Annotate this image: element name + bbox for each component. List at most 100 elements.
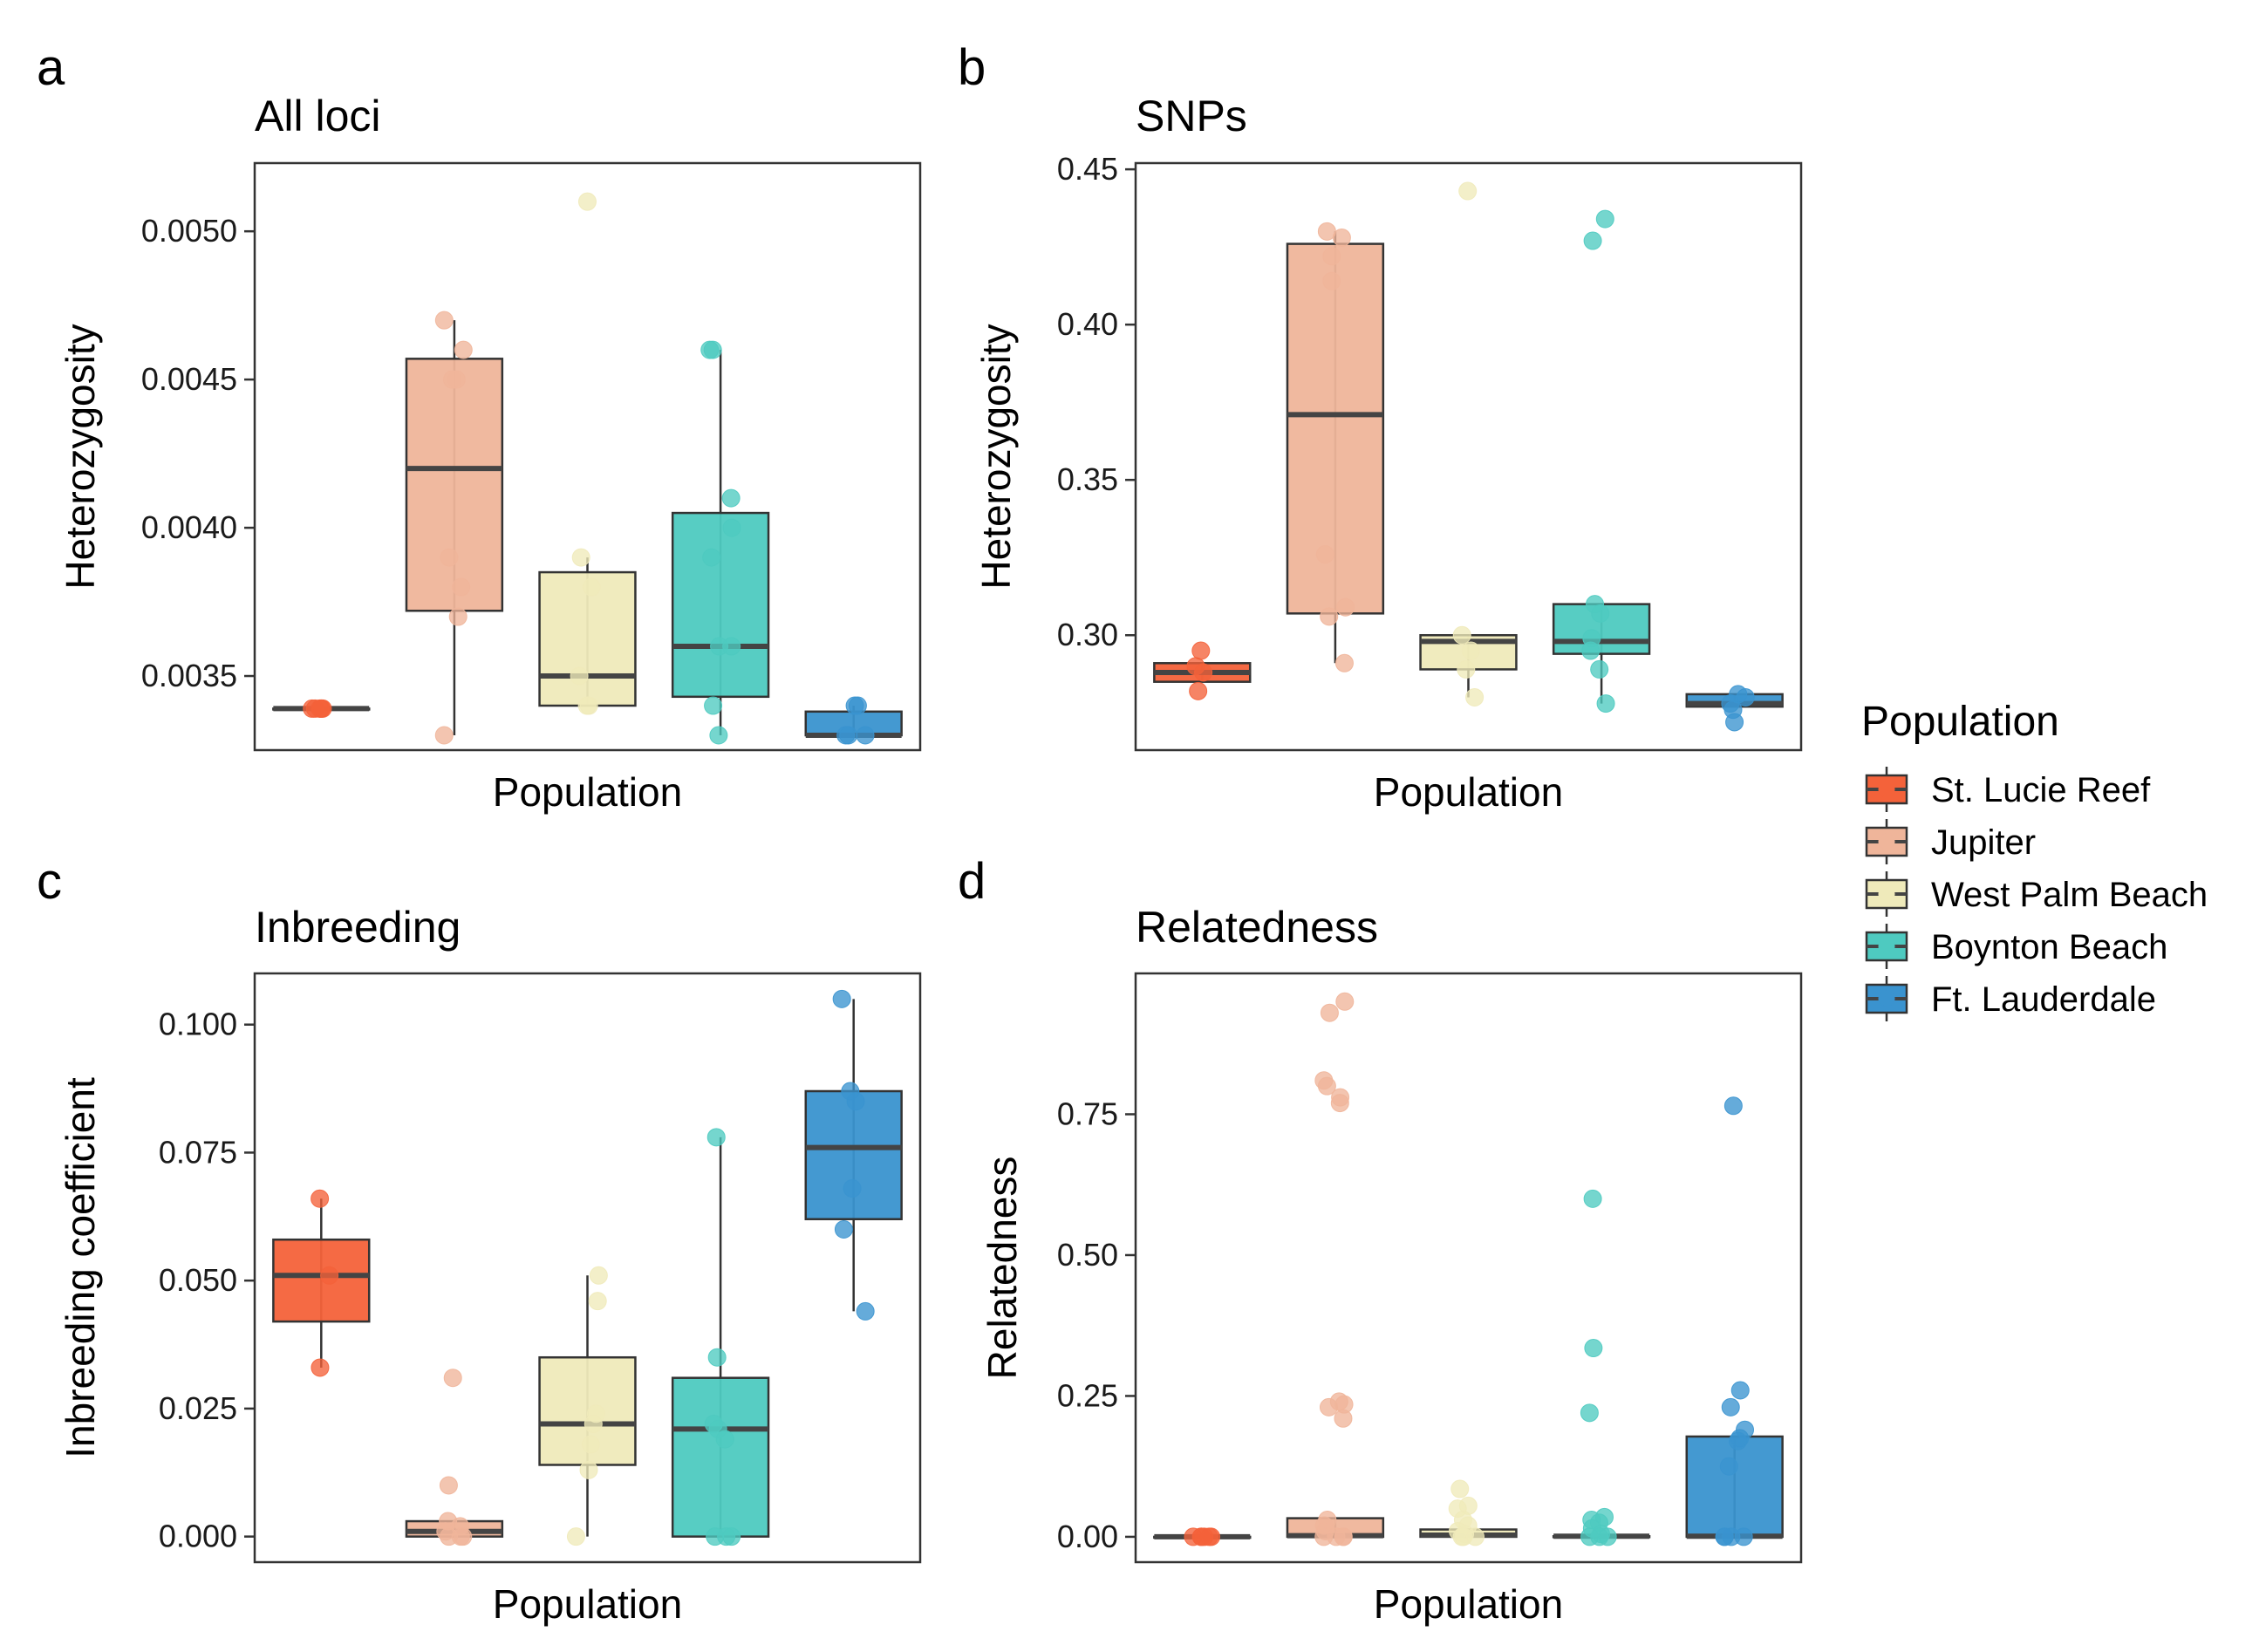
data-point — [704, 696, 723, 715]
data-point — [706, 1128, 726, 1147]
y-tick-label: 0.75 — [1057, 1096, 1118, 1131]
y-axis-title: Heterozygosity — [58, 324, 103, 589]
data-point — [1191, 641, 1211, 660]
data-point — [722, 637, 741, 656]
data-point — [454, 1527, 473, 1546]
y-tick-label: 0.050 — [159, 1262, 237, 1298]
data-point — [1465, 1527, 1485, 1546]
panel-title: All loci — [255, 92, 380, 140]
data-point — [707, 1348, 727, 1367]
data-point — [443, 1369, 462, 1388]
data-point — [1319, 1397, 1338, 1416]
legend-label: Jupiter — [1931, 823, 2036, 862]
data-point — [1591, 604, 1610, 623]
data-point — [1189, 681, 1208, 700]
data-point — [320, 1266, 339, 1285]
data-point — [832, 989, 851, 1008]
data-point — [439, 1476, 458, 1495]
data-point — [589, 1266, 608, 1285]
data-point — [722, 518, 741, 537]
box-boynton-beach — [1552, 209, 1651, 713]
panel-b: b SNPs 0.30 0.35 0.40 0.45 Population Heterozyg… — [958, 39, 1803, 815]
box-jupiter — [1286, 992, 1385, 1546]
box-west-palm-beach — [1419, 1479, 1518, 1546]
y-tick-label: 0.25 — [1057, 1377, 1118, 1413]
plot-frame — [1134, 161, 1803, 752]
data-point — [434, 726, 454, 745]
legend-title: Population — [1861, 699, 2059, 745]
data-point — [1465, 687, 1485, 707]
data-point — [700, 340, 720, 359]
legend-entry: West Palm Beach — [1865, 871, 2208, 917]
data-point — [1335, 992, 1355, 1011]
data-point — [1583, 1189, 1602, 1208]
legend-entry: Boynton Beach — [1865, 924, 2167, 969]
panel-letter: b — [958, 39, 986, 96]
data-point — [1721, 1397, 1740, 1416]
data-point — [577, 696, 597, 715]
data-point — [843, 1179, 862, 1198]
data-point — [311, 1189, 330, 1208]
data-point — [1719, 1457, 1738, 1476]
data-point — [846, 1092, 865, 1111]
data-point — [1332, 228, 1351, 247]
box-ft-lauderdale — [804, 696, 903, 745]
legend: Population St. Lucie Reef Jupiter West Palm… — [1861, 699, 2208, 1021]
data-point — [311, 699, 331, 718]
legend-entry: Jupiter — [1865, 819, 2036, 864]
y-tick-label: 0.35 — [1057, 461, 1118, 497]
panel-c: c Inbreeding 0.000 0.025 0.050 0.075 0.100 Popu… — [37, 853, 922, 1627]
data-point — [1330, 1094, 1349, 1113]
panel-letter: d — [958, 853, 986, 910]
y-tick-label: 0.45 — [1057, 151, 1118, 187]
data-point — [1458, 181, 1478, 201]
data-point — [1580, 1527, 1600, 1546]
box-st-lucie-reef — [272, 1189, 371, 1377]
y-tick-label: 0.40 — [1057, 306, 1118, 342]
data-point — [1194, 663, 1213, 682]
data-point — [440, 548, 459, 567]
data-point — [856, 726, 875, 745]
legend-label: Boynton Beach — [1931, 928, 2167, 966]
box-boynton-beach — [1552, 1189, 1651, 1546]
box-jupiter — [1286, 222, 1385, 672]
box-body — [1286, 242, 1385, 615]
y-axis-title: Inbreeding coefficient — [58, 1077, 103, 1458]
y-tick-label: 0.100 — [159, 1007, 237, 1042]
panel-letter: a — [37, 39, 65, 96]
y-tick-label: 0.0050 — [141, 213, 237, 249]
data-point — [582, 577, 601, 597]
data-point — [722, 1527, 741, 1546]
data-point — [1320, 607, 1339, 626]
data-point — [1334, 1409, 1353, 1428]
data-point — [834, 1219, 853, 1239]
box-ft-lauderdale — [804, 989, 903, 1321]
data-point — [442, 370, 461, 389]
data-point — [1450, 1479, 1470, 1498]
data-point — [702, 548, 721, 567]
box-west-palm-beach — [538, 1266, 637, 1546]
data-point — [566, 1527, 585, 1546]
data-point — [1729, 1431, 1748, 1451]
data-point — [1199, 1527, 1218, 1546]
data-point — [715, 1430, 734, 1449]
legend-label: St. Lucie Reef — [1931, 771, 2151, 809]
data-point — [588, 1292, 607, 1311]
data-point — [1730, 1381, 1750, 1400]
data-point — [1315, 545, 1334, 564]
data-point — [1598, 1527, 1617, 1546]
plot-frame — [1134, 972, 1803, 1564]
data-point — [706, 1527, 725, 1546]
panel-title: Relatedness — [1136, 903, 1378, 952]
data-point — [1317, 1076, 1336, 1096]
data-point — [1320, 1003, 1339, 1022]
panel-a: a All loci 0.0035 0.0040 0.0045 0.0050 Populat… — [37, 39, 922, 815]
box-west-palm-beach — [538, 192, 637, 715]
data-point — [1184, 1527, 1203, 1546]
box-ft-lauderdale — [1685, 685, 1784, 732]
data-point — [1590, 659, 1609, 679]
y-tick-label: 0.025 — [159, 1390, 237, 1426]
data-point — [454, 340, 473, 359]
